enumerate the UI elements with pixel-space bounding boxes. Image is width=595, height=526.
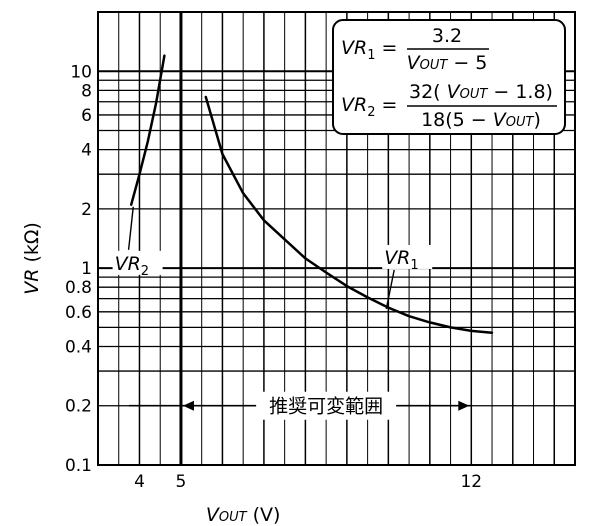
x-tick-label: 4	[134, 472, 145, 492]
formula-vr1-denominator: VOUT − 5	[407, 52, 488, 74]
y-tick-label: 6	[81, 106, 92, 126]
formula-vr2-lhs: VR2 =	[341, 94, 397, 120]
range-arrow-right	[458, 400, 470, 411]
vr1-leader-line	[385, 269, 395, 310]
y-tick-label: 8	[81, 81, 92, 101]
x-tick-label: 12	[460, 472, 482, 492]
y-tick-label: 2	[81, 200, 92, 220]
formula-vr2-denominator: 18(5 − VOUT)	[421, 109, 541, 131]
formula-vr1-lhs: VR1 =	[341, 37, 397, 63]
y-axis-label: VR (kΩ)	[21, 222, 43, 295]
x-axis-label: VOUT (V)	[206, 504, 281, 526]
range-label: 推奨可変範囲	[269, 396, 383, 418]
y-tick-label: 10	[70, 62, 92, 82]
y-tick-label: 0.8	[65, 278, 92, 298]
x-tick-label: 5	[176, 472, 187, 492]
range-arrow-left	[182, 400, 194, 411]
y-tick-label: 0.6	[65, 303, 92, 323]
vr2-leader-line	[127, 206, 134, 250]
plot-frame	[97, 11, 576, 466]
axis-labels: VOUT (V) VR (kΩ)	[21, 222, 280, 526]
y-tick-label: 0.4	[65, 337, 92, 357]
series-line-vr1	[204, 95, 494, 334]
annotations: VR1 VR2 推奨可変範囲 VR1 = 3.2 VOUT − 5 VR2 = 32( VOU…	[112, 19, 566, 420]
vr2-label-bg	[112, 250, 163, 275]
y-tick-label: 0.1	[65, 456, 92, 476]
formula-vr2-numerator: 32( VOUT − 1.8)	[409, 81, 553, 103]
series-line-vr2	[129, 54, 166, 206]
y-tick-label: 4	[81, 141, 92, 161]
range-label-bg	[256, 391, 397, 420]
y-tick-label: 1	[81, 259, 92, 279]
series-label-vr1: VR1	[384, 247, 418, 273]
data-series	[129, 54, 494, 334]
formula-vr1-numerator: 3.2	[432, 25, 462, 47]
vr1-label-bg	[382, 244, 433, 269]
y-tick-label: 0.2	[65, 397, 92, 417]
series-label-vr2: VR2	[115, 253, 149, 279]
